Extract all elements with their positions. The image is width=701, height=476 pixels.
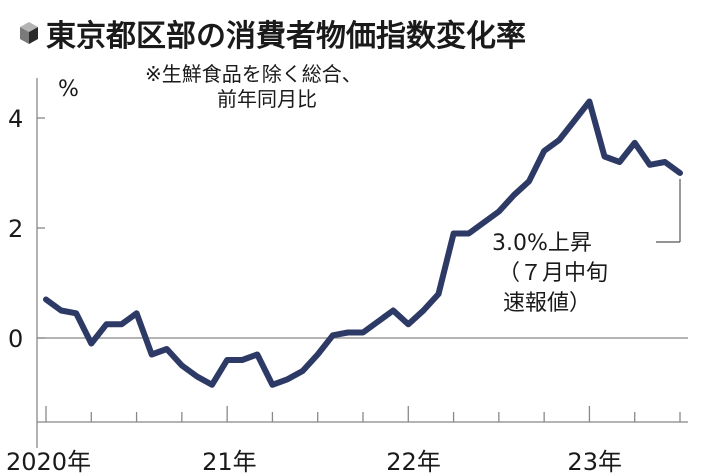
x-tick-label: 21年 bbox=[202, 448, 257, 476]
annotation-line-3: 速報値） bbox=[503, 291, 591, 316]
annotation: 3.0%上昇 （７月中旬 速報値） bbox=[492, 179, 681, 316]
y-tick-label: 4 bbox=[8, 105, 23, 133]
y-tick-labels: 0 2 4 bbox=[8, 105, 23, 353]
y-tick-label: 2 bbox=[8, 215, 23, 243]
cube-icon bbox=[20, 22, 38, 44]
x-tick-label: 2020年 bbox=[6, 448, 91, 476]
annotation-line-1: 3.0%上昇 bbox=[492, 231, 592, 256]
x-tick-label: 23年 bbox=[567, 448, 622, 476]
annotation-line-2: （７月中旬 bbox=[498, 261, 608, 286]
series-line bbox=[43, 98, 683, 388]
x-tick-label: 22年 bbox=[386, 448, 441, 476]
series-group bbox=[43, 98, 683, 388]
note-line-2: 前年同月比 bbox=[217, 87, 317, 111]
y-axis-unit-label: % bbox=[58, 77, 79, 102]
note-line-1: ※生鮮食品を除く総合、 bbox=[145, 62, 362, 86]
chart-title: 東京都区部の消費者物価指数変化率 bbox=[46, 19, 526, 54]
axes bbox=[36, 78, 688, 448]
x-axis: 2020年 21年 22年 23年 bbox=[6, 448, 622, 476]
y-tick-label: 0 bbox=[8, 325, 23, 353]
